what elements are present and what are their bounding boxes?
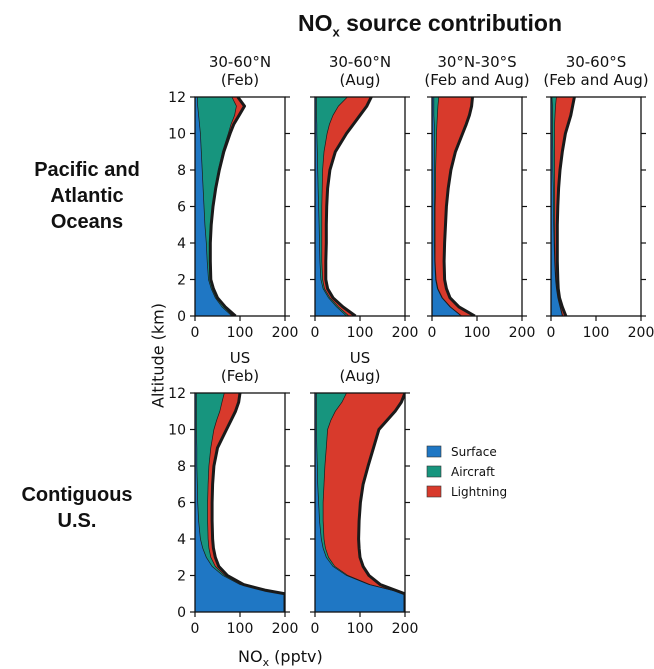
x-tick-label: 100 <box>347 621 374 637</box>
boundary-surface <box>195 393 285 612</box>
panel-areas <box>195 393 285 612</box>
x-tick-label: 200 <box>392 325 419 341</box>
area-aircraft <box>196 393 285 612</box>
y-tick-label: 10 <box>168 127 186 143</box>
area-lightning <box>554 97 575 316</box>
legend-swatch-surface <box>426 445 442 458</box>
legend-label-aircraft: Aircraft <box>451 465 495 479</box>
panel-4: 0 100 200 30-60°S(Feb and Aug) <box>543 53 654 341</box>
panel-title: (Feb and Aug) <box>424 71 529 89</box>
total-outline <box>324 97 373 316</box>
panel-areas <box>195 97 246 316</box>
y-tick-label: 4 <box>177 532 186 548</box>
panel-title: (Aug) <box>340 367 381 385</box>
panel-title: (Aug) <box>340 71 381 89</box>
total-outline <box>357 393 405 612</box>
y-tick-label: 8 <box>177 163 186 179</box>
legend-swatch-lightning <box>426 485 442 498</box>
total-outline <box>208 97 246 316</box>
panel-areas <box>432 97 476 316</box>
y-tick-label: 2 <box>177 273 186 289</box>
y-tick-label: 6 <box>177 496 186 512</box>
x-tick-label: 200 <box>272 325 299 341</box>
boundary-aircraft <box>434 97 462 316</box>
boundary-surface <box>433 97 462 316</box>
boundary-surface <box>196 97 233 316</box>
x-tick-label: 200 <box>392 621 419 637</box>
panel-2: 0 100 200 30-60°N(Aug) <box>310 53 418 341</box>
panel-5: 0 2 4 6 8 10 12 0 100 200 US(Feb) <box>168 349 298 637</box>
y-tick-label: 8 <box>177 459 186 475</box>
area-surface <box>432 97 462 316</box>
row-label-us: Contiguous U.S. <box>21 484 133 532</box>
panel-1: 0 2 4 6 8 10 12 0 100 200 30-60°N(Feb) <box>168 53 298 341</box>
total-outline <box>210 393 285 612</box>
x-tick-label: 200 <box>628 325 654 341</box>
boundary-surface <box>551 97 563 316</box>
y-tick-label: 12 <box>168 386 186 402</box>
x-tick-label: 0 <box>311 621 320 637</box>
x-tick-label: 100 <box>227 621 254 637</box>
area-aircraft <box>316 97 349 316</box>
panel-title: (Feb) <box>221 71 259 89</box>
y-tick-label: 6 <box>177 200 186 216</box>
y-tick-label: 0 <box>177 605 186 621</box>
legend-label-surface: Surface <box>451 445 497 459</box>
x-tick-label: 100 <box>347 325 374 341</box>
x-tick-label: 200 <box>272 621 299 637</box>
y-tick-label: 12 <box>168 90 186 106</box>
y-tick-label: 2 <box>177 569 186 585</box>
area-lightning <box>323 393 405 612</box>
x-tick-label: 0 <box>191 621 200 637</box>
boundary-surface <box>316 97 347 316</box>
panel-title: 30-60°N <box>329 53 391 71</box>
figure-title: NOx source contribution <box>297 10 563 40</box>
boundary-aircraft <box>322 393 405 612</box>
panel-title: US <box>350 349 371 367</box>
panel-3: 0 100 200 30°N-30°S(Feb and Aug) <box>424 53 535 341</box>
area-aircraft <box>197 97 237 316</box>
x-tick-label: 0 <box>547 325 556 341</box>
panel-title: 30-60°N <box>209 53 271 71</box>
panel-title: 30°N-30°S <box>437 53 516 71</box>
area-surface <box>195 97 232 316</box>
area-surface <box>315 393 405 612</box>
panel-title: (Feb) <box>221 367 259 385</box>
y-tick-label: 10 <box>168 423 186 439</box>
x-tick-label: 0 <box>311 325 320 341</box>
panel-title: 30-60°S <box>566 53 627 71</box>
legend: Surface Aircraft Lightning <box>426 445 507 499</box>
x-tick-label: 100 <box>464 325 491 341</box>
panel-areas <box>551 97 576 316</box>
legend-swatch-aircraft <box>426 465 442 478</box>
panel-title: (Feb and Aug) <box>543 71 648 89</box>
area-surface <box>195 393 285 612</box>
panel-areas <box>315 97 373 316</box>
row-label-oceans: Pacific and Atlantic Oceans <box>34 159 140 233</box>
panel-title: US <box>230 349 251 367</box>
x-tick-label: 100 <box>227 325 254 341</box>
total-outline <box>555 97 576 316</box>
x-tick-label: 0 <box>191 325 200 341</box>
area-surface <box>551 97 563 316</box>
area-aircraft <box>433 97 462 316</box>
area-aircraft <box>316 393 405 612</box>
legend-label-lightning: Lightning <box>451 485 507 499</box>
x-tick-label: 200 <box>509 325 536 341</box>
area-lightning <box>435 97 475 316</box>
panel-6: 0 100 200 US(Aug) <box>310 349 418 637</box>
boundary-aircraft <box>321 97 350 316</box>
y-tick-label: 0 <box>177 309 186 325</box>
total-outline <box>442 97 476 316</box>
x-tick-label: 0 <box>428 325 437 341</box>
area-lightning <box>321 97 372 316</box>
panel-areas <box>315 393 405 612</box>
y-tick-label: 4 <box>177 236 186 252</box>
area-surface <box>315 97 347 316</box>
x-tick-label: 100 <box>583 325 610 341</box>
x-axis-label: NOx (pptv) <box>238 647 323 669</box>
